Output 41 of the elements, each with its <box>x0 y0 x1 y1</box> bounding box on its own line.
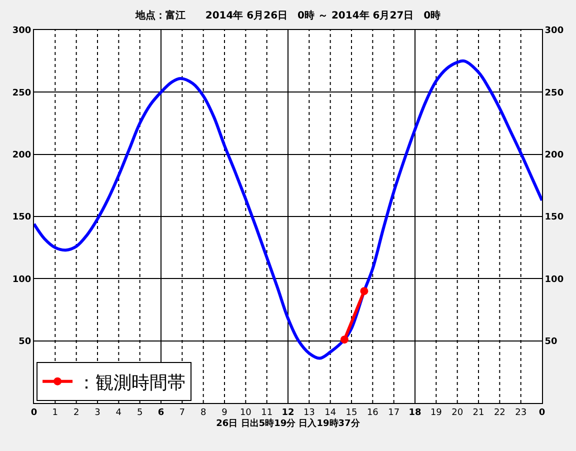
y-tick-label: 50 <box>18 336 32 347</box>
x-tick-label: 8 <box>200 408 206 418</box>
x-tick-label: 9 <box>222 408 228 418</box>
x-tick-label: 10 <box>240 408 252 418</box>
y2-tick-label: 200 <box>544 150 564 160</box>
x-tick-label: 6 <box>158 408 164 418</box>
x-tick-label: 0 <box>30 408 38 418</box>
legend-label: ：観測時間帯 <box>78 372 186 394</box>
x-tick-label: 23 <box>515 408 527 418</box>
y2-tick-label: 300 <box>544 26 564 36</box>
x-tick-label: 16 <box>366 408 379 418</box>
x-tick-label: 11 <box>261 408 273 418</box>
y2-tick-label: 250 <box>544 88 564 98</box>
line-series <box>34 60 542 360</box>
y-tick-label: 250 <box>12 88 32 98</box>
x-tick-label: 3 <box>94 408 100 418</box>
y2-tick-label: 150 <box>544 212 564 223</box>
x-tick-label: 12 <box>282 408 294 418</box>
x-tick-label: 4 <box>116 408 122 418</box>
y-tick-label: 300 <box>12 26 32 36</box>
x-axis-title: 26日 日出5時19分 日入19時37分 <box>216 418 361 429</box>
y-tick-label: 150 <box>12 212 32 223</box>
chart-title: 地点：富江 2014年 6月26日 0時 ～ 2014年 6月27日 0時 <box>134 9 441 22</box>
x-tick-label: 17 <box>388 408 400 418</box>
x-tick-label: 14 <box>324 408 336 418</box>
x-tick-label: 22 <box>494 408 506 418</box>
x-tick-label: 18 <box>408 408 422 418</box>
y-tick-label: 200 <box>12 150 32 160</box>
x-tick-label: 1 <box>52 408 58 418</box>
x-tick-label: 2 <box>73 408 80 418</box>
x-tick-label: 19 <box>430 408 442 418</box>
x-tick-label: 7 <box>179 408 186 418</box>
x-tick-label: 21 <box>472 408 484 418</box>
x-tick-label: 5 <box>136 408 143 418</box>
x-tick-label: 0 <box>538 408 546 418</box>
x-tick-label: 20 <box>452 408 464 418</box>
x-tick-label: 13 <box>303 408 315 418</box>
y2-tick-label: 50 <box>544 336 558 347</box>
y2-tick-label: 100 <box>544 274 564 285</box>
y-tick-label: 100 <box>12 274 32 285</box>
x-tick-label: 15 <box>346 408 358 418</box>
